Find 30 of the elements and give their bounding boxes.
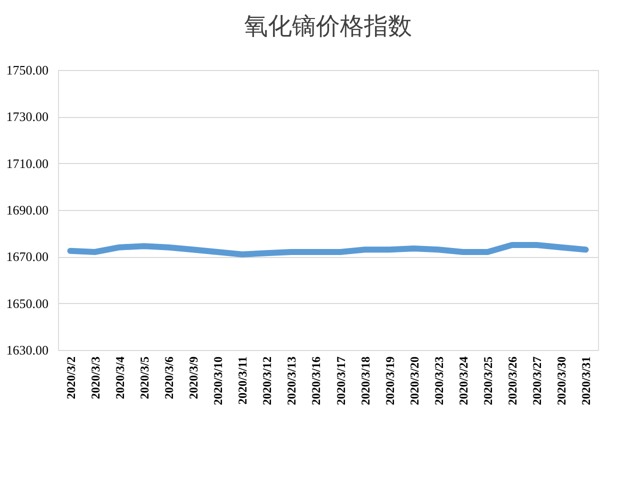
x-tick-label: 2020/3/18 xyxy=(358,356,372,406)
x-tick-label: 2020/3/20 xyxy=(407,356,422,406)
x-tick-label: 2020/3/27 xyxy=(530,356,544,406)
x-tick-label: 2020/3/9 xyxy=(186,356,200,400)
y-tick-label: 1670.00 xyxy=(6,249,48,264)
x-tick-label: 2020/3/30 xyxy=(554,356,569,406)
y-tick-label: 1710.00 xyxy=(6,156,48,171)
x-tick-label: 2020/3/31 xyxy=(579,356,594,406)
y-tick-label: 1650.00 xyxy=(6,296,48,311)
x-tick-label: 2020/3/3 xyxy=(88,356,102,400)
x-tick-label: 2020/3/4 xyxy=(112,356,127,400)
x-tick-label: 2020/3/5 xyxy=(137,356,152,400)
x-tick-label: 2020/3/11 xyxy=(236,356,250,405)
x-tick-label: 2020/3/19 xyxy=(382,356,397,406)
x-tick-label: 2020/3/26 xyxy=(506,356,520,406)
chart-title: 氧化镝价格指数 xyxy=(244,12,412,40)
y-tick-label: 1730.00 xyxy=(6,109,48,124)
y-tick-label: 1630.00 xyxy=(6,342,48,358)
y-tick-label: 1690.00 xyxy=(6,202,48,218)
x-tick-label: 2020/3/10 xyxy=(211,356,226,406)
x-tick-label: 2020/3/23 xyxy=(432,356,446,406)
x-tick-label: 2020/3/25 xyxy=(481,356,496,406)
y-tick-label: 1750.00 xyxy=(6,62,48,78)
x-tick-label: 2020/3/12 xyxy=(260,356,274,406)
x-tick-label: 2020/3/16 xyxy=(309,356,324,406)
x-tick-label: 2020/3/17 xyxy=(334,356,348,406)
x-tick-label: 2020/3/6 xyxy=(162,356,176,400)
x-tick-label: 2020/3/2 xyxy=(64,356,78,400)
x-tick-label: 2020/3/24 xyxy=(456,356,470,406)
x-tick-label: 2020/3/13 xyxy=(284,356,299,406)
